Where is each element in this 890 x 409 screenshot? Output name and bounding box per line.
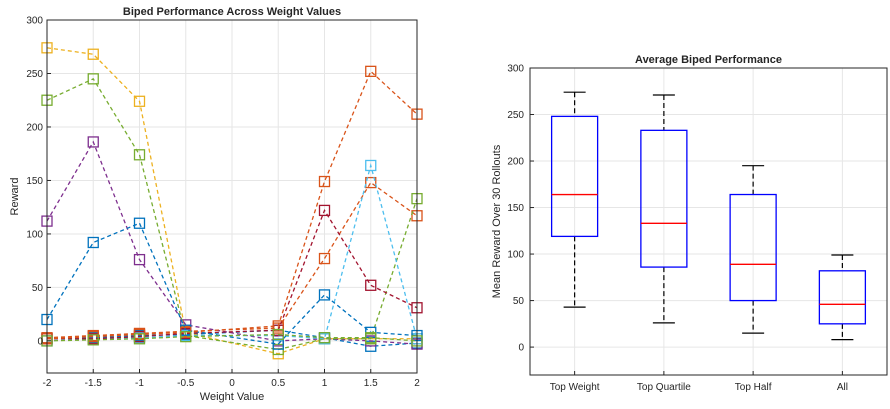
series-marker [365,65,377,77]
series-marker [318,289,331,301]
series-line [46,70,418,340]
series-line [47,208,418,340]
y-tick-label: 0 [37,336,43,347]
x-tick-label: -1.5 [85,378,103,389]
series-marker [318,332,331,344]
reward-vs-weight-chart: -2 -1.5 -1 -0.5 0 0.5 1 1.5 2 0 50 100 150 200 250 300… [9,6,423,403]
y-tick-label: 100 [507,250,524,261]
series-marker [365,279,377,291]
x-tick-label: 0.5 [271,378,285,389]
x-tick-label: 0 [229,378,235,389]
series-marker [318,175,331,188]
x-tick-label: -0.5 [177,378,195,389]
y-tick-label: 50 [32,283,44,294]
x-tick-label: 1 [322,378,328,389]
y-tick-label: 200 [507,157,524,168]
series-marker [365,176,377,189]
series-marker [365,332,377,344]
series-marker [87,73,99,85]
y-tick-label: 300 [507,64,524,75]
series-line [46,333,418,342]
y-axis-label: Mean Reward Over 30 Rollouts [491,144,503,298]
series-marker [318,204,331,217]
series-marker [133,217,146,229]
series-line [46,140,418,345]
x-tick-label: All [837,382,848,393]
y-tick-label: 150 [507,203,524,214]
iqr-box [640,129,688,268]
y-tick-label: 150 [26,176,43,187]
series-line [46,77,418,351]
chart-title: Biped Performance Across Weight Values [123,6,341,18]
series-marker [318,252,331,265]
iqr-box [818,270,867,325]
series-marker [133,253,146,266]
y-tick-label: 50 [513,296,525,307]
y-tick-label: 250 [26,69,43,80]
x-tick-label: 2 [414,378,420,389]
series-marker [133,149,146,161]
series-marker [180,330,192,343]
iqr-box [729,193,777,302]
x-tick-label: Top Weight [550,382,600,393]
x-tick-label: Top Half [735,382,772,393]
series-marker [87,236,99,249]
x-tick-label: Top Quartile [637,382,691,393]
x-tick-label: -1 [135,378,144,389]
x-tick-label: 1.5 [364,378,378,389]
series-marker [133,333,146,345]
x-axis-label: Weight Value [200,391,264,403]
series-marker [87,136,99,148]
series-marker [87,48,99,60]
y-tick-label: 300 [26,16,43,27]
iqr-box [550,115,599,238]
series-marker [272,328,284,341]
plot-area-frame [529,67,888,376]
series-marker [365,159,377,172]
y-tick-label: 200 [26,122,43,133]
series-marker [133,95,146,107]
series-line [46,222,418,345]
series-marker [87,334,99,346]
x-tick-label: -2 [43,378,52,389]
y-tick-label: 0 [518,343,524,354]
y-tick-label: 100 [26,229,43,240]
series-marker [272,320,284,332]
y-tick-label: 250 [507,110,524,121]
chart-title: Average Biped Performance [635,54,782,66]
y-axis-label: Reward [9,178,21,216]
